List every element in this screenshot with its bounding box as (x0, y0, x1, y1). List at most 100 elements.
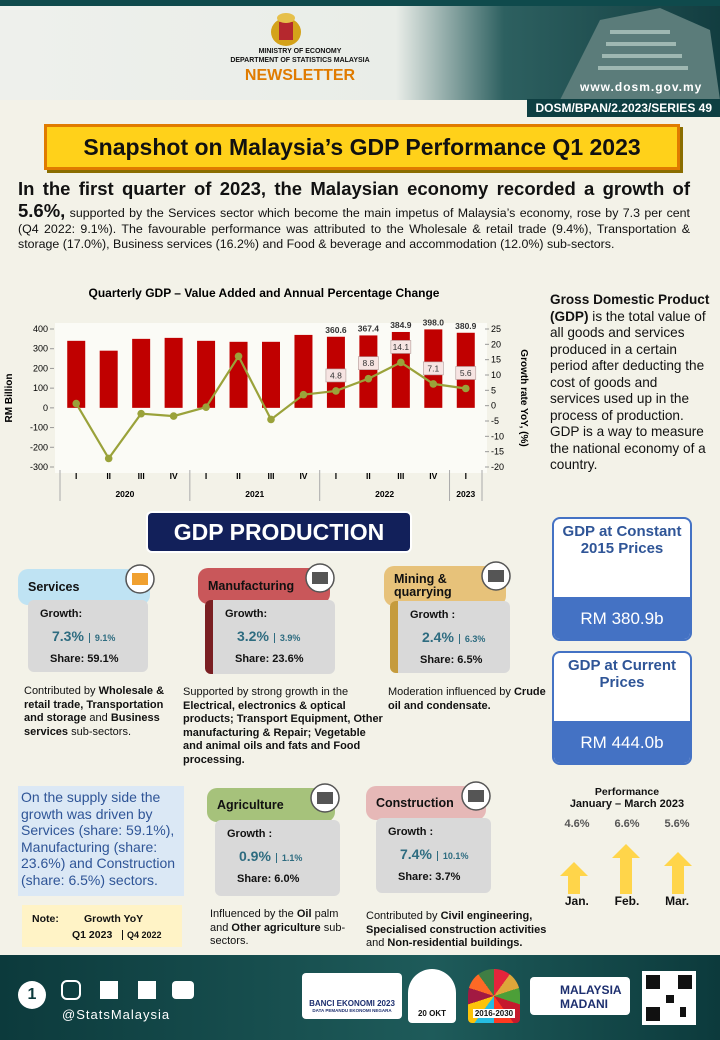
chart: Quarterly GDP – Value Added and Annual P… (4, 286, 529, 501)
page-title: Snapshot on Malaysia’s GDP Performance Q… (44, 124, 680, 170)
y-axis-label: RM Billion (4, 374, 15, 423)
census-logo: BANCI EKONOMI 2023 DATA PEMANDU EKONOMI N… (302, 973, 402, 1019)
growth-marker (332, 387, 340, 395)
twitter-icon[interactable] (138, 981, 156, 999)
y-tick-label: 0 (43, 403, 48, 413)
text-segment: Other agriculture (231, 921, 321, 934)
note-metric: Growth YoY (84, 913, 144, 925)
icon-shape (317, 792, 333, 804)
growth-marker (169, 412, 178, 420)
performance-labels: Jan. Feb. Mar. (552, 894, 702, 908)
x-tick-label: II (366, 471, 371, 481)
month-label: Jan. (564, 894, 589, 908)
growth-arrow (560, 862, 588, 894)
performance-title: Performance (594, 786, 660, 798)
sector-icon (305, 563, 335, 593)
growth-label-box (390, 340, 412, 354)
growth-value: 7.4% (400, 846, 432, 862)
growth-marker (461, 384, 470, 393)
text-segment: sub-sectors. (210, 921, 346, 948)
bar (67, 340, 86, 408)
bar-value-label: 360.6 (325, 325, 347, 335)
previous-growth: 9.1% (88, 633, 116, 643)
text-segment: Civil engineering, Specialised construct… (366, 910, 547, 936)
text-segment: Influenced by the (210, 908, 297, 920)
gdp-box-value: RM 444.0b (554, 721, 690, 763)
text-segment: is the total value of all goods and serv… (550, 308, 706, 473)
growth-value-label: 8.8 (362, 358, 374, 368)
growth-label: Growth : (388, 826, 434, 838)
text-segment: Electrical, electronics & optical produc… (183, 699, 383, 766)
performance: Performance January – March 2023 4.6% 6.6… (552, 786, 702, 908)
text-segment: and (366, 937, 388, 949)
text-segment: Gross Domestic Product (GDP) (550, 292, 710, 324)
series-code: DOSM/BPAN/2.2023/SERIES 49 (527, 99, 720, 117)
bar (132, 338, 151, 408)
growth-label-box (455, 366, 477, 380)
x-group-label: 2020 (115, 489, 134, 499)
growth-arrow (612, 844, 640, 894)
social-handle: @StatsMalaysia (62, 1007, 171, 1022)
facebook-icon[interactable] (100, 981, 118, 999)
y-tick-label: 200 (33, 363, 48, 373)
x-group-label: 2022 (375, 489, 394, 499)
instagram-icon[interactable] (61, 980, 81, 1000)
text-segment: sub-sectors. (68, 725, 132, 738)
growth-value-label: 4.8 (330, 370, 342, 380)
share: Share: 3.7% (398, 871, 461, 883)
growth-marker (72, 399, 81, 408)
sector-card: Growth: 3.2% 3.9% Share: 23.6% (205, 600, 335, 674)
x-tick-label: IV (429, 471, 437, 481)
sector-card: Growth : 2.4% 6.3% Share: 6.5% (390, 601, 510, 673)
x-group-label: 2023 (456, 489, 475, 499)
icon-shape (132, 573, 148, 585)
growth-marker (299, 390, 308, 399)
website: www.dosm.gov.my (580, 80, 703, 94)
bar (229, 341, 248, 408)
x-tick-label: I (75, 471, 77, 481)
text-segment: Non-residential buildings. (387, 937, 523, 949)
note: Note: Growth YoY Q1 2023 Q4 2022 (22, 905, 182, 947)
x-group-label: 2021 (245, 489, 264, 499)
qr-code (642, 971, 696, 1025)
share: Share: 6.5% (420, 654, 483, 666)
month-growth: 5.6% (664, 818, 690, 830)
text-segment: palm and (210, 908, 339, 934)
growth-label-box (358, 356, 379, 370)
sector-card: Growth: 7.3% 9.1% Share: 59.1% (28, 600, 148, 672)
sdg-years: 2016-2030 (472, 1009, 516, 1018)
performance-arrows (560, 844, 692, 894)
sector-description: Influenced by the Oil palm and Other agr… (210, 908, 350, 949)
growth-marker (202, 403, 210, 411)
previous-growth: 10.1% (436, 851, 469, 861)
building-illustration (560, 8, 720, 100)
sector-card: Growth : 7.4% 10.1% Share: 3.7% (376, 818, 491, 893)
growth-value: 0.9% (239, 848, 271, 864)
icon-shape (488, 570, 504, 582)
gdp-box-label: GDP at Constant 2015 Prices (562, 523, 682, 557)
social-icons (61, 980, 194, 1000)
growth-value: 3.2% (237, 628, 269, 644)
intro-body: supported by the Services sector which b… (18, 206, 690, 251)
share: Share: 23.6% (235, 653, 304, 665)
growth-values: 0.9% 1.1% (239, 848, 303, 864)
x-tick-label: II (106, 471, 111, 481)
gdp-box: GDP at Constant 2015 Prices RM 380.9b (552, 517, 692, 641)
census-subtitle: DATA PEMANDU EKONOMI NEGARA (312, 1008, 392, 1013)
x-tick-label: III (267, 471, 274, 481)
x-tick-label: I (465, 471, 467, 481)
intro: In the first quarter of 2023, the Malays… (18, 178, 690, 252)
growth-label: Growth: (225, 608, 268, 620)
bar (359, 335, 378, 408)
y2-tick-label: 15 (491, 355, 501, 365)
sector-card: Growth : 0.9% 1.1% Share: 6.0% (215, 820, 340, 896)
growth-marker (104, 454, 113, 463)
x-tick-label: III (138, 471, 145, 481)
youtube-icon[interactable] (172, 981, 194, 999)
text-segment: Contributed by (366, 910, 441, 922)
sdg-logo: 2016-2030 (468, 969, 520, 1023)
sector-description: Supported by strong growth in the Electr… (183, 686, 383, 767)
performance-period: January – March 2023 (569, 798, 685, 810)
growth-label: Growth : (410, 609, 456, 621)
